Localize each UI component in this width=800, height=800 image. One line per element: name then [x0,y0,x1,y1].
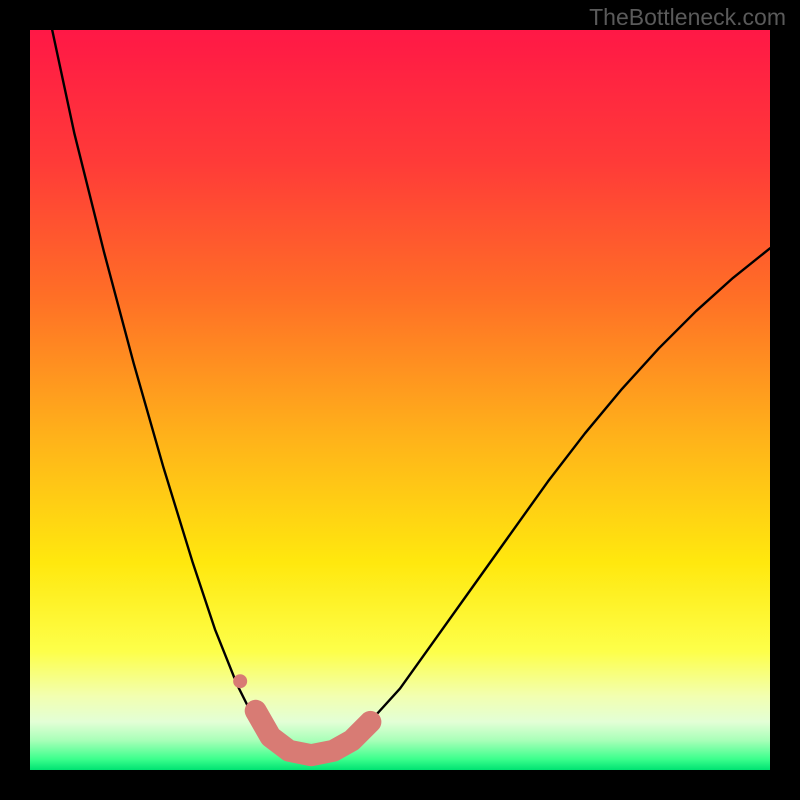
optimal-zone-dot [233,674,247,688]
plot-background [30,30,770,770]
watermark-text: TheBottleneck.com [589,4,786,31]
chart-container: TheBottleneck.com [0,0,800,800]
chart-svg [0,0,800,800]
